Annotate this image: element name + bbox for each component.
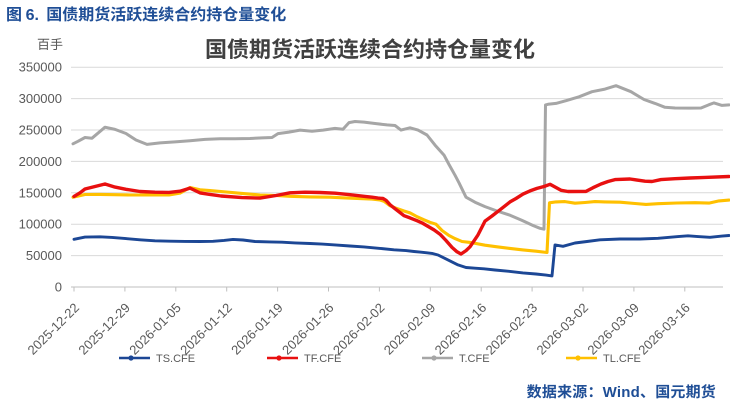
svg-text:T.CFE: T.CFE [459,353,490,365]
svg-text:图 6. 国债期货活跃连续合约持仓量变化: 图 6. 国债期货活跃连续合约持仓量变化 [6,1,286,25]
svg-text:100000: 100000 [19,217,62,232]
svg-text:数据来源：Wind、国元期货: 数据来源：Wind、国元期货 [527,381,716,401]
svg-text:350000: 350000 [19,60,62,75]
svg-text:150000: 150000 [19,185,62,200]
svg-text:0: 0 [55,280,62,295]
svg-text:TS.CFE: TS.CFE [156,353,195,365]
svg-text:国债期货活跃连续合约持仓量变化: 国债期货活跃连续合约持仓量变化 [205,32,535,64]
svg-text:TL.CFE: TL.CFE [603,353,641,365]
svg-text:300000: 300000 [19,91,62,106]
svg-text:200000: 200000 [19,154,62,169]
svg-text:百手: 百手 [37,34,63,53]
svg-text:250000: 250000 [19,123,62,138]
svg-text:50000: 50000 [26,248,62,263]
svg-text:TF.CFE: TF.CFE [304,353,341,365]
